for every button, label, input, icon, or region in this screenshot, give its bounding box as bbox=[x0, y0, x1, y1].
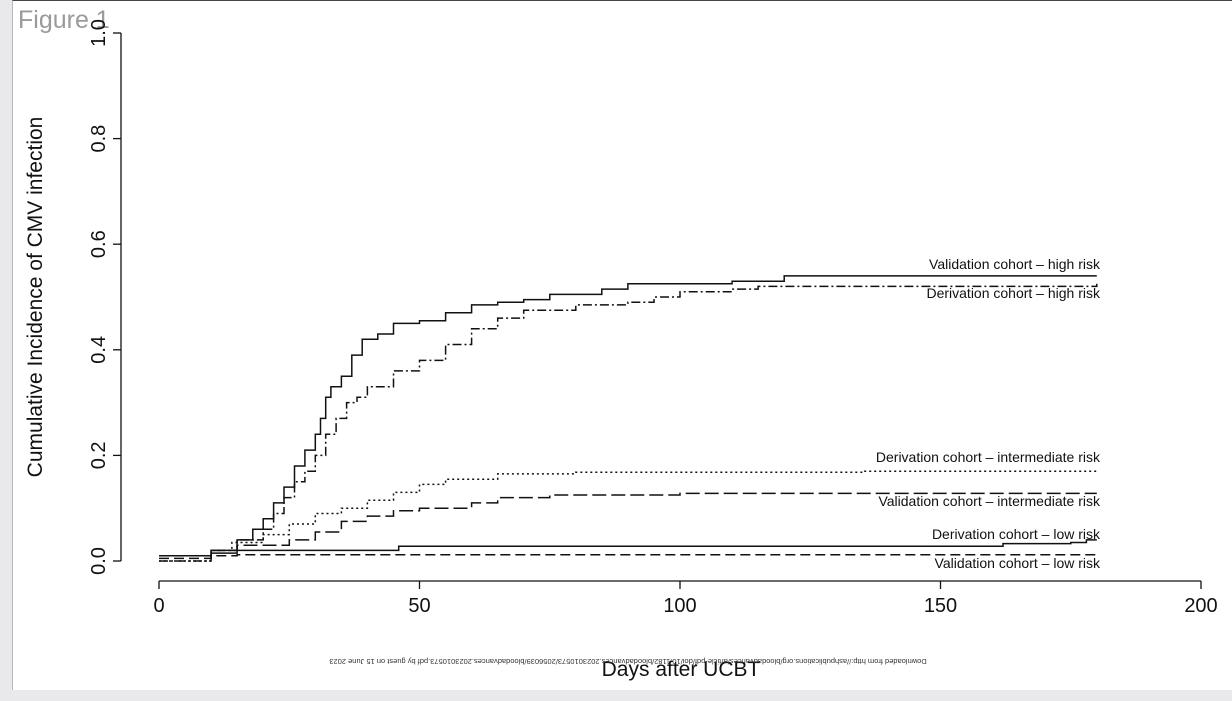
series-label-5: Derivation cohort – low risk bbox=[932, 526, 1101, 542]
series-line-5 bbox=[159, 539, 1097, 557]
y-tick-label: 0.8 bbox=[88, 125, 110, 153]
axes: 0 50 100 150 200 0.0 0.2 0.4 0.6 0.8 1.0 bbox=[88, 19, 1218, 617]
x-tick-label: 150 bbox=[924, 595, 957, 617]
x-tick-label: 0 bbox=[153, 595, 164, 617]
figure-frame: Figure 1 0 50 100 150 200 0.0 0.2 0.4 0.6 0.8 1.0 … bbox=[12, 0, 1232, 690]
series-label-1: Validation cohort – high risk bbox=[929, 256, 1101, 272]
series-label-3: Derivation cohort – intermediate risk bbox=[876, 449, 1101, 465]
x-tick-label: 50 bbox=[408, 595, 430, 617]
x-tick-label: 100 bbox=[663, 595, 696, 617]
y-tick-label: 0.6 bbox=[88, 230, 110, 258]
figure-label: Figure 1 bbox=[18, 6, 110, 34]
series-layer bbox=[159, 275, 1098, 562]
series-line-6 bbox=[159, 553, 1097, 560]
y-tick-label: 0.4 bbox=[88, 336, 110, 364]
y-tick-label: 0.2 bbox=[88, 441, 110, 469]
cmv-incidence-chart: 0 50 100 150 200 0.0 0.2 0.4 0.6 0.8 1.0 Validatio… bbox=[24, 19, 1218, 681]
x-tick-label: 200 bbox=[1184, 595, 1217, 617]
series-labels: Validation cohort – high risk Derivation … bbox=[876, 256, 1101, 571]
series-line-1 bbox=[159, 275, 1097, 557]
series-line-3 bbox=[159, 470, 1098, 562]
series-label-4: Validation cohort – intermediate risk bbox=[878, 493, 1101, 509]
download-watermark: Downloaded from http://ashpublications.o… bbox=[329, 657, 926, 666]
series-line-2 bbox=[159, 283, 1098, 562]
series-label-2: Derivation cohort – high risk bbox=[926, 285, 1101, 301]
y-tick-label: 0.0 bbox=[88, 547, 110, 575]
y-axis-title: Cumulative Incidence of CMV infection bbox=[24, 117, 47, 478]
x-axis-title: Days after UCBT bbox=[602, 658, 761, 681]
series-label-6: Validation cohort – low risk bbox=[935, 555, 1101, 571]
series-line-4 bbox=[159, 492, 1097, 557]
y-tick-label: 1.0 bbox=[88, 19, 110, 47]
